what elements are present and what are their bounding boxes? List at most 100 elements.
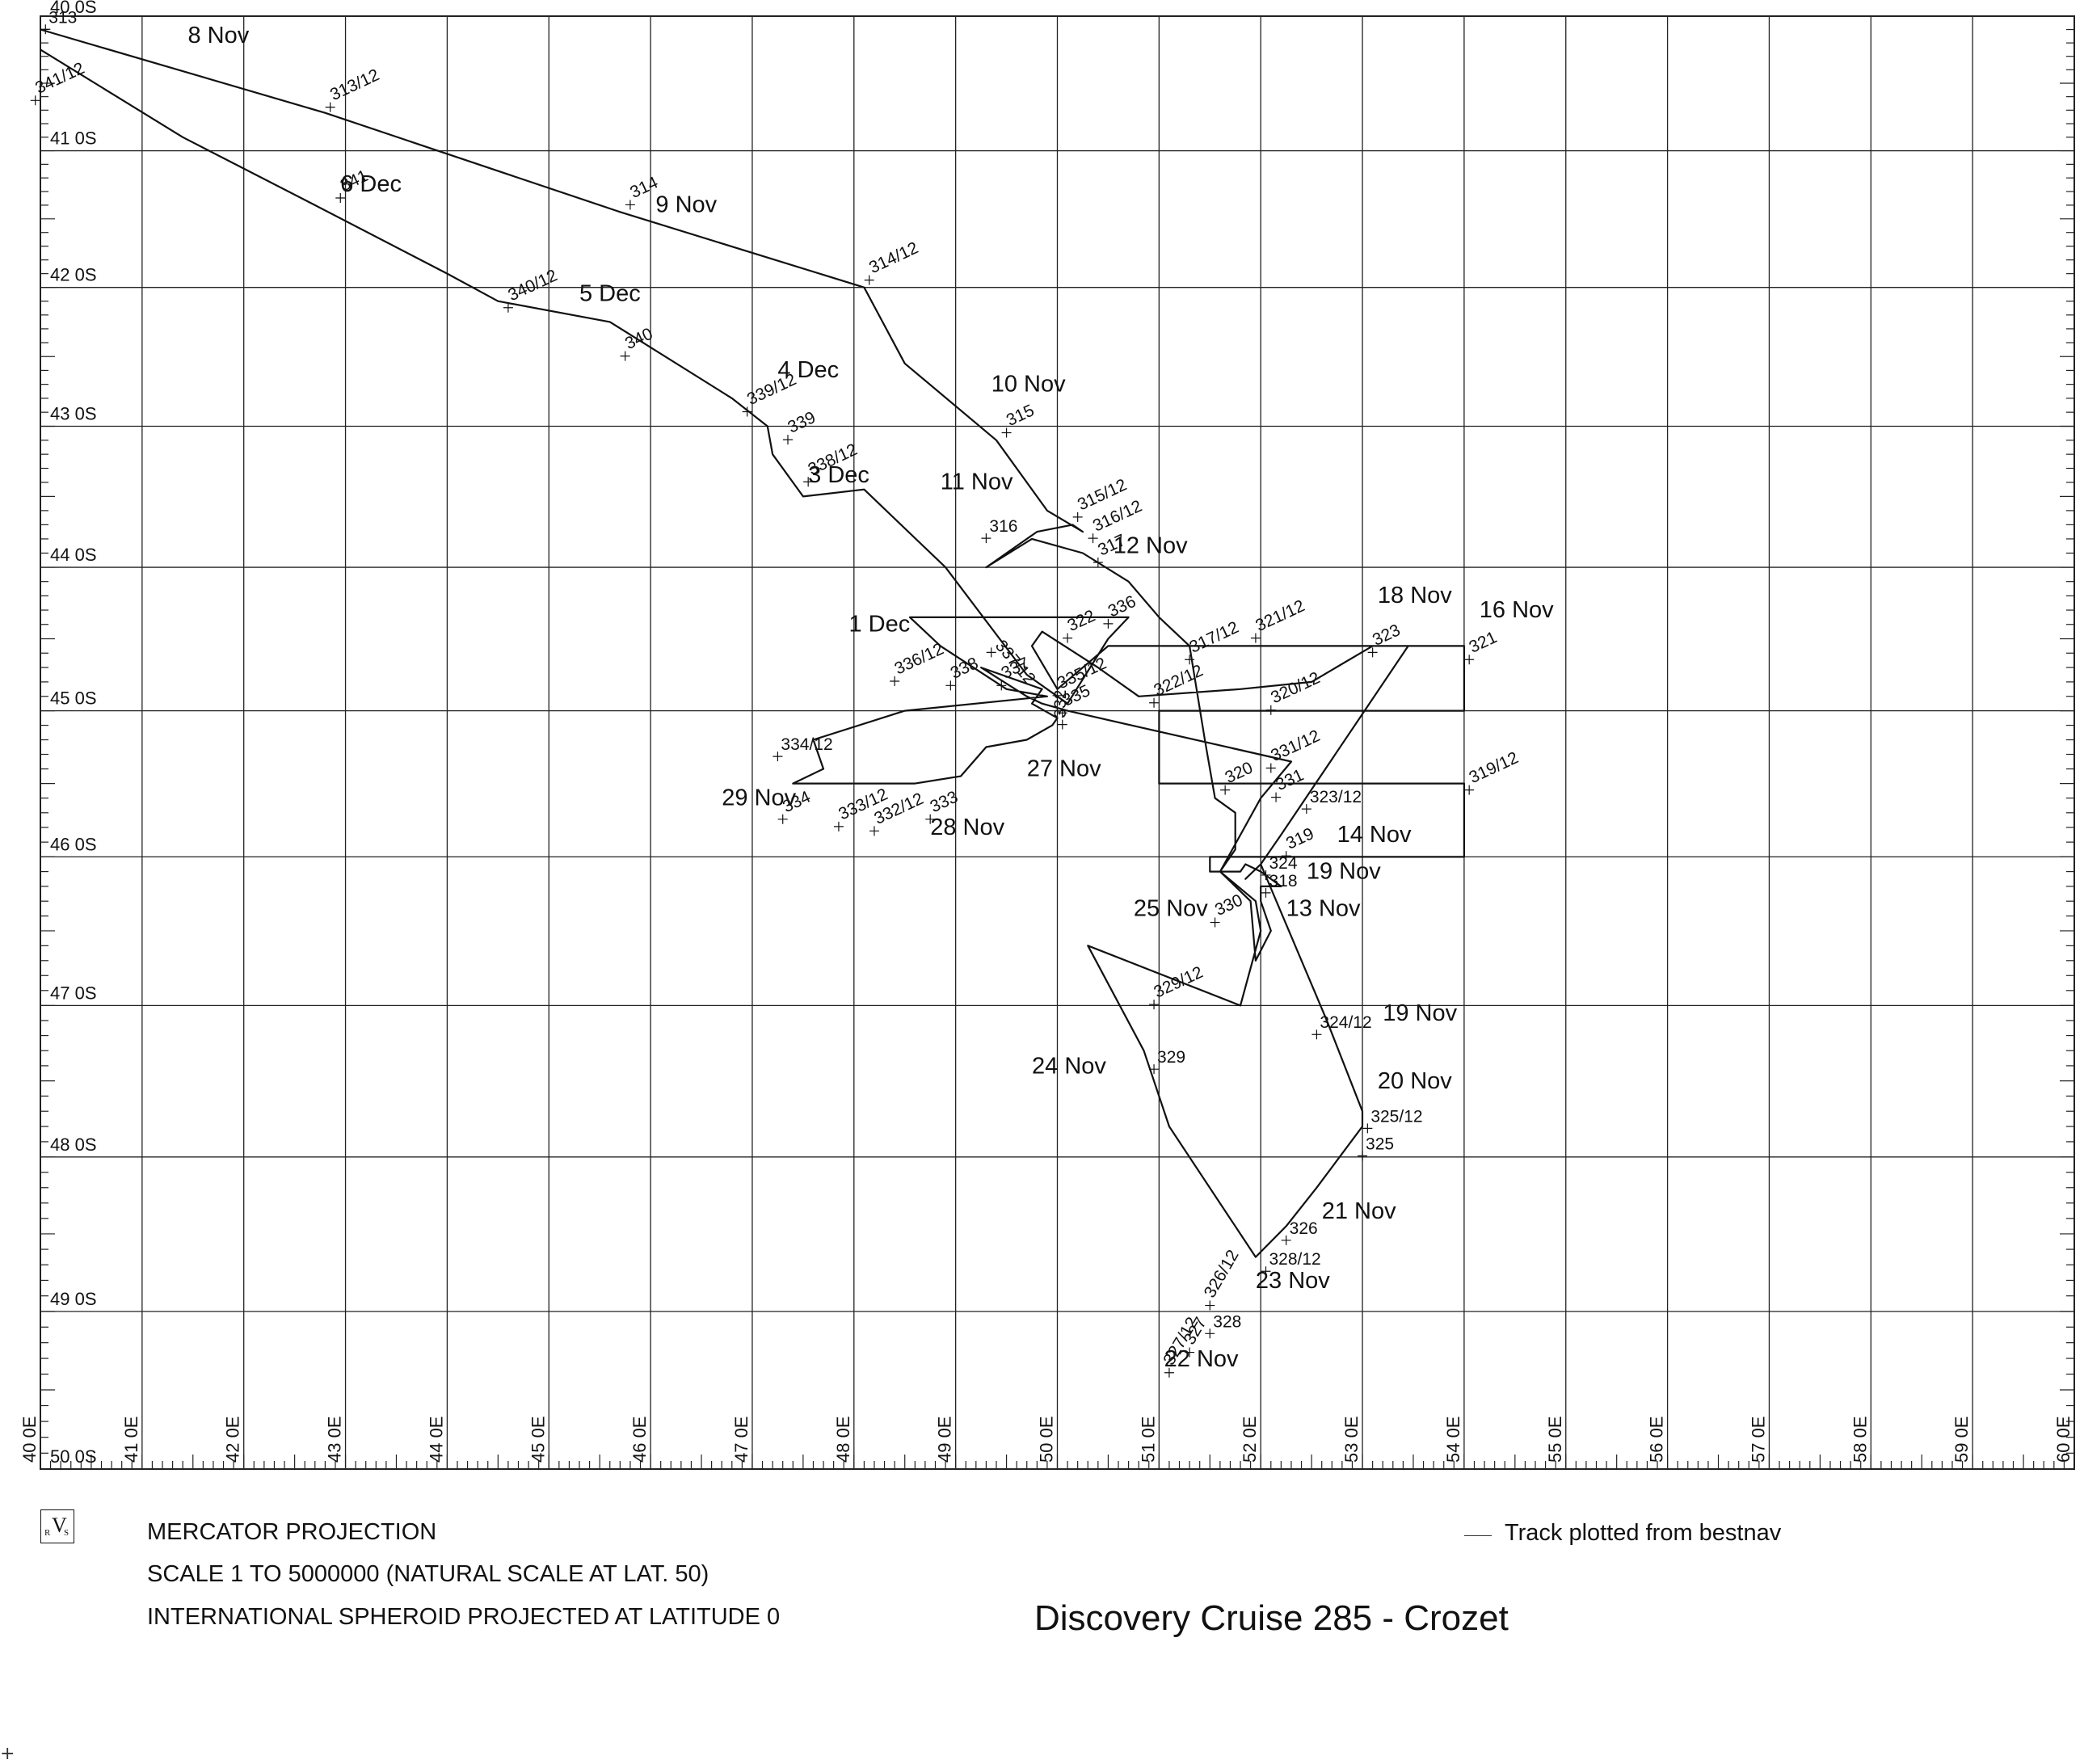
lat-label: 42 0S: [50, 265, 97, 285]
date-label: 22 Nov: [1164, 1346, 1239, 1372]
fix-label: 328/12: [1269, 1250, 1320, 1269]
fix-label: 339: [785, 408, 818, 437]
fix-marker: [777, 814, 788, 824]
fix-marker: [1358, 1151, 1368, 1161]
fix-marker: [1261, 1266, 1271, 1277]
lat-label: 48 0S: [50, 1135, 97, 1155]
fix-label: 326/12: [1201, 1247, 1243, 1301]
fix-marker: [503, 302, 513, 313]
fix-marker: [1250, 633, 1261, 643]
fix-label: 325: [1366, 1135, 1394, 1153]
date-label: 12 Nov: [1114, 533, 1188, 558]
lon-label: 53 0E: [1341, 1417, 1362, 1463]
fix-label: 313: [48, 8, 77, 27]
fix-marker: [782, 435, 793, 445]
ship-track: [40, 28, 1465, 1258]
fix-marker: [1185, 1347, 1195, 1358]
fix-marker: [1210, 917, 1220, 928]
fix-marker: [1149, 697, 1160, 708]
lat-label: 45 0S: [50, 688, 97, 709]
fix-label: 334/12: [781, 735, 832, 754]
fix-marker: [1057, 719, 1067, 730]
fix-marker: [864, 275, 874, 285]
fix-marker: [1185, 655, 1195, 665]
fix-label: 320/12: [1268, 668, 1323, 707]
lon-label: 49 0E: [935, 1417, 955, 1463]
date-label: 8 Nov: [187, 23, 249, 48]
lon-label: 43 0E: [325, 1417, 345, 1463]
fix-marker: [1072, 512, 1083, 522]
lon-label: 56 0E: [1647, 1417, 1667, 1463]
lon-label: 51 0E: [1138, 1417, 1158, 1463]
graticule-grid: [40, 15, 2075, 1470]
fix-marker: [1362, 1123, 1373, 1134]
fix-marker: [1281, 1235, 1291, 1245]
fix-marker: [1464, 655, 1475, 665]
fix-marker: [325, 102, 335, 112]
fix-marker: [1301, 804, 1311, 815]
lon-label: 50 0E: [1037, 1417, 1057, 1463]
date-label: 11 Nov: [941, 469, 1013, 495]
fix-marker: [1052, 690, 1063, 701]
fix-label: 338: [948, 654, 981, 683]
date-label: 20 Nov: [1378, 1068, 1452, 1094]
lon-label: 42 0E: [223, 1417, 243, 1463]
date-label: 10 Nov: [991, 371, 1066, 397]
fix-marker: [1149, 1064, 1160, 1075]
fix-label: 336/12: [892, 640, 947, 679]
fix-label: 331/12: [1268, 726, 1323, 765]
fix-marker: [1311, 1029, 1322, 1040]
fix-label: 318: [1269, 872, 1297, 890]
date-label: 9 Nov: [655, 192, 717, 217]
fix-label: 316: [989, 517, 1017, 536]
lon-label: 60 0E: [2053, 1417, 2073, 1463]
date-label: 6 Dec: [340, 171, 402, 197]
chart-title: Discovery Cruise 285 - Crozet: [1034, 1598, 1509, 1638]
fix-marker: [833, 821, 844, 831]
fix-marker: [996, 680, 1007, 691]
fix-marker: [1205, 1300, 1215, 1311]
fix-label: 332: [1051, 690, 1070, 718]
lon-label: 46 0E: [629, 1417, 650, 1463]
fix-label: 324: [1269, 854, 1297, 873]
projection-note: MERCATOR PROJECTION: [147, 1519, 437, 1545]
fix-marker: [890, 676, 900, 686]
date-label: 18 Nov: [1378, 583, 1452, 608]
fix-marker: [1464, 785, 1475, 795]
date-label: 3 Dec: [808, 462, 869, 488]
fix-label: 315: [1004, 401, 1037, 430]
lon-label: 44 0E: [426, 1417, 446, 1463]
legend-swatch: [1464, 1535, 1492, 1536]
fix-label: 329: [1157, 1048, 1185, 1067]
date-label: 19 Nov: [1307, 859, 1381, 885]
spheroid-note: INTERNATIONAL SPHEROID PROJECTED AT LATI…: [147, 1604, 781, 1630]
date-label: 28 Nov: [930, 815, 1004, 840]
fix-marker: [625, 200, 635, 210]
fix-marker: [925, 814, 936, 824]
lon-label: 41 0E: [121, 1417, 141, 1463]
fix-marker: [1001, 427, 1012, 438]
fix-marker: [981, 533, 991, 544]
fix-marker: [40, 24, 51, 35]
fix-label: 322: [1064, 606, 1097, 635]
fix-marker: [1088, 533, 1098, 544]
date-label: 29 Nov: [722, 785, 796, 811]
fix-marker: [1164, 1367, 1174, 1378]
fix-marker: [1367, 647, 1378, 658]
lat-label: 41 0S: [50, 128, 97, 149]
lon-label: 58 0E: [1850, 1417, 1870, 1463]
fix-marker: [803, 477, 814, 487]
date-label: 27 Nov: [1027, 756, 1101, 782]
date-label: 25 Nov: [1134, 896, 1208, 922]
lon-label: 59 0E: [1951, 1417, 1972, 1463]
fix-label: 314/12: [866, 238, 921, 277]
date-label: 4 Dec: [777, 357, 839, 383]
fix-marker: [1261, 887, 1271, 898]
lon-label: 55 0E: [1545, 1417, 1565, 1463]
lat-label: 44 0S: [50, 545, 97, 565]
corner-mark: +: [0, 1744, 15, 1764]
date-label: 5 Dec: [579, 281, 641, 307]
lat-label: 43 0S: [50, 403, 97, 423]
date-labels: 8 Nov 9 Nov 10 Nov 11 Nov 12 Nov 6 Dec 5 Dec 4 …: [187, 23, 1554, 1372]
